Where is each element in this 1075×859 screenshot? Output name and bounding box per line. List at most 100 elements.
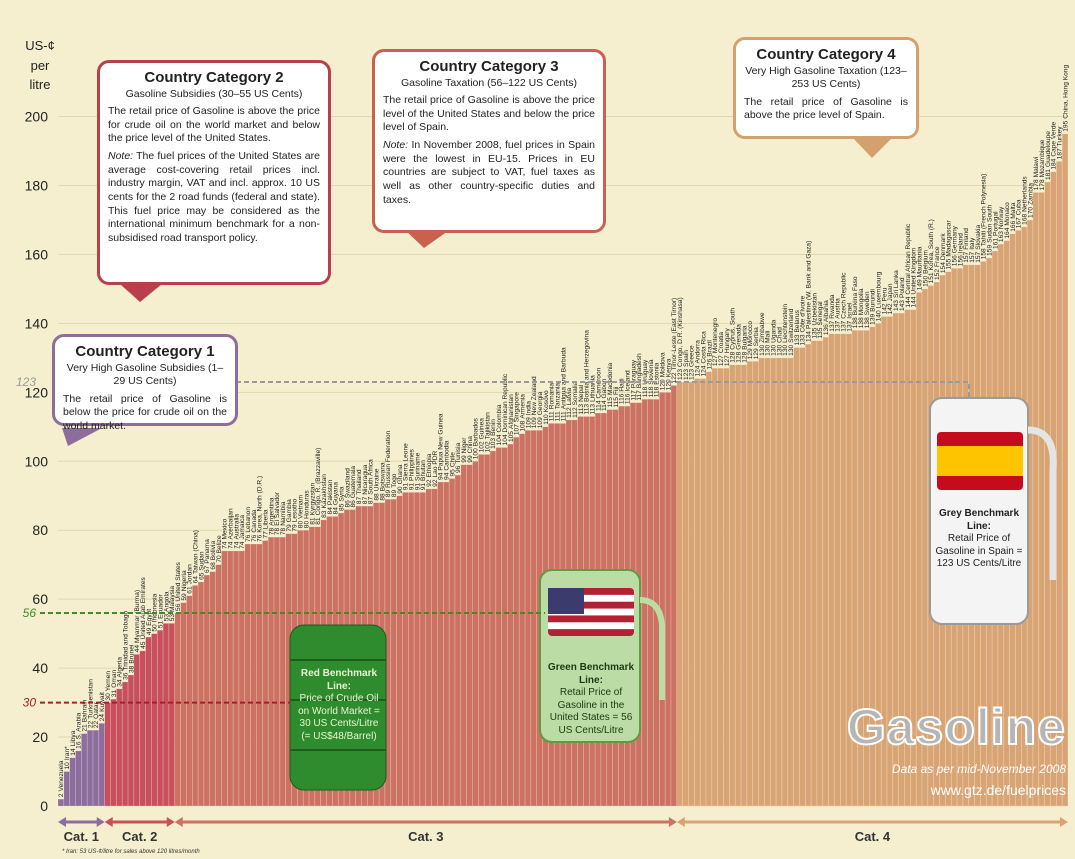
bar-value-label: 44 bbox=[134, 645, 141, 653]
bar-category-label: Ethiopia bbox=[426, 453, 433, 477]
bar-category-label: Bangladesh bbox=[636, 353, 643, 388]
bar-category-label: Portugal bbox=[992, 211, 999, 236]
bar-value-label: 113 bbox=[589, 404, 596, 415]
bar-value-label: 74 bbox=[233, 541, 240, 549]
bar-label: 118Uruguay bbox=[642, 359, 649, 397]
bar-label: 99Niger bbox=[461, 437, 468, 463]
bar-label: 22Turkmenistan bbox=[87, 679, 94, 728]
bar-category-label: Palestine (W. Bank and Gaza) bbox=[806, 241, 813, 329]
bar-value-label: 86 bbox=[344, 500, 351, 508]
bar-label: 123 Spain bbox=[683, 350, 690, 380]
bar-label: 110 Kosovo bbox=[543, 390, 550, 425]
bar-label: 143 Sri Lanka bbox=[893, 270, 900, 311]
bar-label: 16 S. Arabia bbox=[76, 712, 83, 748]
bar-label: 164Monaco bbox=[1004, 202, 1011, 239]
bar-value-label: 91 bbox=[414, 483, 421, 491]
bar-value-label: 151 bbox=[928, 272, 935, 283]
bar-value-label: 112 bbox=[572, 407, 579, 418]
bar-value-label: 143 bbox=[899, 300, 906, 311]
bar-value-label: 80 bbox=[298, 521, 305, 529]
bar-value-label: 53 bbox=[163, 614, 170, 622]
bar-category-label: Togo bbox=[391, 473, 398, 488]
pump-hose bbox=[1027, 426, 1057, 580]
bar bbox=[227, 550, 234, 807]
bar bbox=[209, 571, 216, 807]
bar-value-label: 104 bbox=[496, 434, 503, 445]
bar-category-label: Azerbaijan bbox=[228, 508, 235, 539]
bar-value-label: 74 bbox=[228, 541, 235, 549]
callout-subtitle: Gasoline Subsidies (30–55 US Cents) bbox=[125, 87, 303, 100]
bar-category-label: Tahiti (French Polynesia) bbox=[981, 174, 988, 247]
bar bbox=[279, 536, 286, 807]
bar bbox=[489, 450, 497, 807]
note-title: Red Benchmark Line: bbox=[300, 668, 378, 692]
bar-label: 117 Bangladesh bbox=[636, 353, 643, 401]
bar-label: 111 Antigua and Barbuda bbox=[560, 347, 567, 421]
bar-value-label: 113 bbox=[578, 404, 585, 415]
bar-label: 70 Belize bbox=[216, 535, 223, 563]
bar-label: 158Tahiti (French Polynesia) bbox=[981, 174, 988, 260]
bar-value-label: 156 bbox=[957, 255, 964, 266]
y-tick-label: 80 bbox=[32, 522, 48, 538]
bar bbox=[787, 357, 794, 807]
bar-category-label: India bbox=[525, 401, 532, 416]
bar bbox=[121, 681, 129, 807]
bar-value-label: 22 bbox=[87, 720, 94, 728]
bar-category-label: Benin bbox=[490, 419, 497, 436]
bar-label: 130 Chad bbox=[776, 327, 783, 356]
bar-label: 159 Sudan South bbox=[986, 204, 993, 255]
bar-category-label: S. Arabia bbox=[76, 712, 83, 739]
bar-label: 130 Mali bbox=[765, 330, 772, 356]
bar-label: 120 Kenya bbox=[665, 358, 672, 390]
bar-label: 155Madagascar bbox=[946, 220, 953, 270]
bar-value-label: 181 bbox=[1045, 169, 1052, 180]
bar bbox=[174, 612, 181, 807]
bar bbox=[110, 698, 117, 807]
bar-value-label: 30 bbox=[105, 693, 112, 701]
brand: Gasoline bbox=[846, 698, 1066, 756]
bar-value-label: 38 bbox=[128, 665, 135, 673]
bar bbox=[273, 536, 281, 807]
bar-value-label: 94 bbox=[438, 472, 445, 480]
bar-category-label: Haiti bbox=[619, 378, 626, 392]
bar-value-label: 130 bbox=[759, 345, 766, 356]
date-note: Data as per mid-November 2008 bbox=[891, 762, 1066, 776]
bar-category-label: Monaco bbox=[1004, 202, 1011, 226]
bar bbox=[822, 336, 829, 807]
bar-label: 114 Gabon bbox=[601, 378, 608, 411]
bar-value-label: 51 bbox=[157, 621, 164, 629]
bar-label: 85 Syria bbox=[338, 486, 345, 511]
bar-label: 120 Moldova bbox=[660, 352, 667, 390]
arrow-head bbox=[668, 817, 677, 827]
bar-category-label: Senegal bbox=[817, 301, 824, 326]
bar-category-label: Belgium bbox=[922, 250, 929, 274]
bar-category-label: Estonia bbox=[654, 362, 661, 384]
bar-value-label: 129 bbox=[747, 348, 754, 359]
callout-text: The retail price of Gasoline is above th… bbox=[744, 95, 908, 122]
bar-category-label: Malawi bbox=[1033, 156, 1040, 177]
bar-value-label: 64 bbox=[192, 576, 199, 584]
bar bbox=[682, 381, 689, 807]
bar-value-label: 108 bbox=[519, 420, 526, 431]
bar bbox=[483, 454, 491, 807]
bar-value-label: 144 bbox=[911, 296, 918, 307]
bar bbox=[1061, 133, 1069, 807]
bar-value-label: 77 bbox=[263, 531, 270, 539]
bar-category-label: Iran* bbox=[64, 746, 71, 760]
note-title: Grey Benchmark Line: bbox=[938, 508, 1020, 532]
bar bbox=[799, 347, 806, 807]
note-label: Note: bbox=[383, 139, 409, 152]
bar-category-label: Malaysia bbox=[169, 586, 176, 612]
us-flag-stripe bbox=[548, 608, 634, 616]
bar-value-label: 154 bbox=[940, 262, 947, 273]
bar-category-label: Brunei bbox=[128, 644, 135, 664]
bar-label: 74Jamaica bbox=[239, 515, 246, 549]
bar bbox=[431, 488, 438, 807]
bar-category-label: Somalia bbox=[572, 381, 579, 405]
bar-label: 83Kazakhstan bbox=[321, 474, 328, 518]
bar bbox=[530, 429, 538, 807]
bar-value-label: 99 bbox=[461, 455, 468, 463]
bar-value-label: 65 bbox=[198, 572, 205, 580]
bar-value-label: 139 bbox=[870, 313, 877, 324]
bar bbox=[793, 347, 800, 807]
